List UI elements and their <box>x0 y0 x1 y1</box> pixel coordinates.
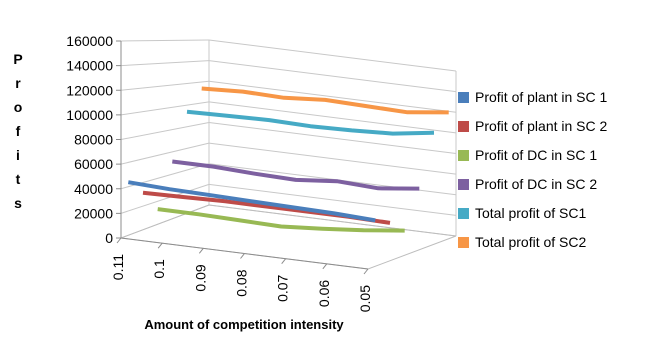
back-wall-gridline <box>208 142 457 175</box>
x-tick-mark <box>363 268 369 275</box>
x-tick-label: 0.05 <box>357 285 373 312</box>
series-line <box>172 159 420 191</box>
x-tick-mark <box>240 253 245 259</box>
x-tick-label: 0.07 <box>275 274 291 301</box>
y-tick-label: 100000 <box>66 107 113 123</box>
series-line <box>157 207 405 233</box>
x-axis-tick-labels: 0.11 0.1 0.09 0.08 0.07 0.06 0.05 <box>110 237 373 312</box>
x-tick-label: 0.1 <box>151 259 167 279</box>
legend-item: Total profit of SC2 <box>458 228 644 257</box>
side-wall-gridline <box>120 183 210 214</box>
legend-swatch <box>458 179 469 190</box>
y-axis-title-char: t <box>16 171 21 187</box>
legend-label: Profit of DC in SC 2 <box>475 176 598 192</box>
series-lines <box>127 86 449 233</box>
y-tick-label: 140000 <box>66 58 113 74</box>
x-tick-mark <box>116 237 122 244</box>
legend-item: Total profit of SC1 <box>458 199 644 228</box>
series-line <box>201 86 449 115</box>
y-axis-tick-labels: 0 20000 40000 60000 80000 100000 120000 140000 1… <box>66 33 121 246</box>
y-tick-label: 40000 <box>74 181 113 197</box>
legend-swatch <box>458 121 469 132</box>
x-tick-mark <box>322 263 328 270</box>
legend-swatch <box>458 208 469 219</box>
side-wall-gridline <box>120 101 210 116</box>
y-axis-title-char: s <box>14 195 22 211</box>
legend-item: Profit of DC in SC 2 <box>458 170 644 199</box>
side-wall-gridline <box>120 39 210 42</box>
y-tick-label: 80000 <box>74 132 113 148</box>
legend-label: Total profit of SC2 <box>475 234 587 250</box>
y-tick-label: 120000 <box>66 82 113 98</box>
legend-label: Total profit of SC1 <box>475 205 587 221</box>
side-wall-gridline <box>120 60 210 67</box>
side-wall-gridline <box>120 122 210 140</box>
x-tick-mark <box>281 258 287 264</box>
x-tick-label: 0.08 <box>234 269 250 296</box>
y-axis-title-char: i <box>16 147 20 163</box>
x-axis-title: Amount of competition intensity <box>144 317 344 332</box>
chart-walls <box>120 39 457 270</box>
y-axis-title-char: P <box>13 51 22 67</box>
y-axis-title-char: r <box>15 75 21 91</box>
y-tick-label: 160000 <box>66 33 113 49</box>
back-wall-gridline <box>208 60 457 93</box>
back-wall-gridline <box>208 101 457 134</box>
legend-item: Profit of plant in SC 2 <box>458 112 644 141</box>
y-tick-label: 20000 <box>74 205 113 221</box>
series-line <box>186 109 435 136</box>
legend-item: Profit of DC in SC 1 <box>458 141 644 170</box>
x-tick-label: 0.11 <box>110 254 126 280</box>
series-line <box>127 180 376 223</box>
y-axis-title-char: f <box>16 123 21 139</box>
legend-label: Profit of plant in SC 1 <box>475 89 608 105</box>
back-wall-gridline <box>208 183 457 216</box>
legend-swatch <box>458 237 469 248</box>
y-tick-label: 0 <box>105 230 113 246</box>
legend-swatch <box>458 92 469 103</box>
side-wall-gridline <box>120 80 210 91</box>
legend-label: Profit of DC in SC 1 <box>475 147 598 163</box>
x-tick-label: 0.06 <box>316 280 332 307</box>
back-wall-gridline <box>208 80 457 113</box>
x-tick-label: 0.09 <box>192 264 208 291</box>
x-tick-mark <box>157 242 163 249</box>
back-wall-gridline <box>208 39 457 72</box>
x-tick-mark <box>198 248 204 254</box>
side-wall-gridline <box>120 142 210 165</box>
legend-label: Profit of plant in SC 2 <box>475 118 608 134</box>
chart-legend: Profit of plant in SC 1 Profit of plant i… <box>458 83 644 257</box>
y-tick-label: 60000 <box>74 156 113 172</box>
y-axis-title-char: o <box>14 99 23 115</box>
legend-item: Profit of plant in SC 1 <box>458 83 644 112</box>
legend-swatch <box>458 150 469 161</box>
back-wall-gridline <box>208 122 457 154</box>
